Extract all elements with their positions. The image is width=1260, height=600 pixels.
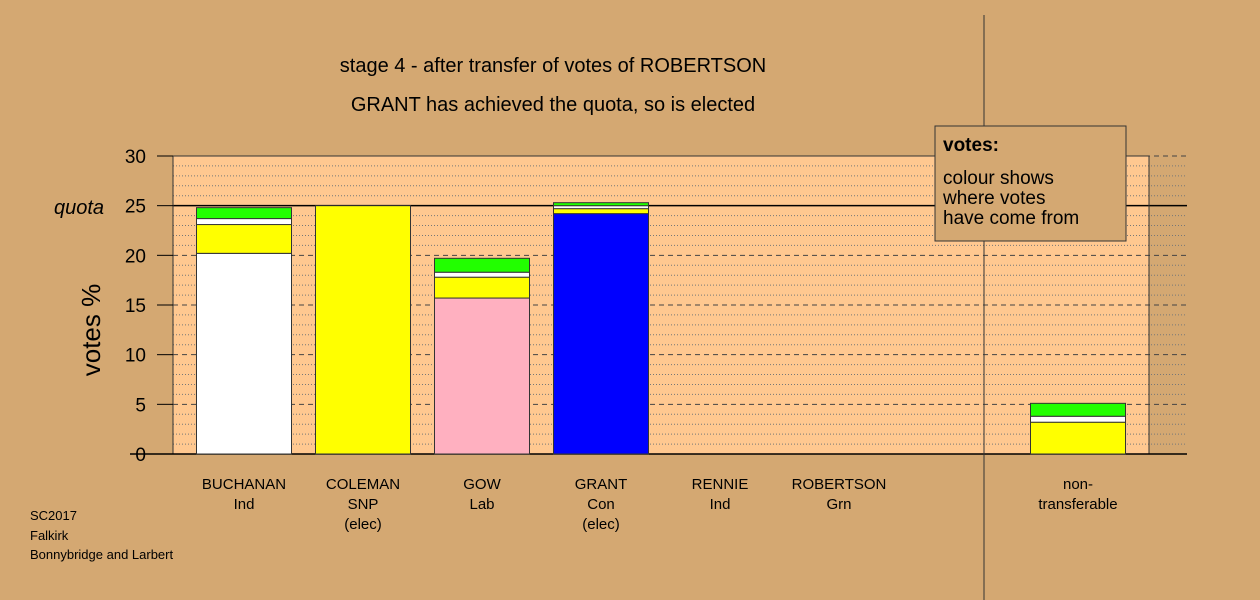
candidate-label-coleman: (elec) [344,516,382,533]
bar-gow-segment [434,297,530,455]
bar-nontransferable-segment [1030,421,1126,455]
bar-grant-segment [553,208,649,215]
candidate-label-coleman: SNP [348,496,379,513]
y-tick-label: 10 [125,346,146,367]
y-tick-label: 20 [125,246,146,267]
chart-title: stage 4 - after transfer of votes of ROB… [340,55,766,77]
candidate-label-coleman: COLEMAN [326,476,400,493]
source-year: SC2017 [30,508,77,523]
y-tick-label: 25 [125,197,146,218]
legend-line-2: where votes [942,188,1045,209]
y-tick-label: 0 [135,445,146,466]
candidate-labels: BUCHANAN Ind COLEMAN SNP (elec) GOW Lab GRANT Co… [202,476,1118,533]
nontransferable-label: non- [1063,476,1093,493]
y-tick-label: 5 [135,395,146,416]
bar-gow-segment [434,257,530,273]
legend-box [934,125,1127,242]
bar-gow-segment [434,271,530,278]
candidate-label-robertson: ROBERTSON [792,476,887,493]
y-tick-label: 30 [125,147,146,168]
candidate-label-robertson: Grn [826,496,851,513]
quota-label: quota [54,197,104,219]
y-axis: 0 5 10 15 20 25 30 [125,147,173,466]
legend-line-1: colour shows [943,168,1054,189]
source-ward: Bonnybridge and Larbert [30,547,173,562]
bars [196,202,1126,455]
candidate-label-buchanan: Ind [234,496,255,513]
bar-buchanan-segment [196,218,292,226]
bar-gow-segment [434,276,530,299]
bar-grant-segment [553,213,649,455]
candidate-label-grant: GRANT [575,476,628,493]
candidate-label-buchanan: BUCHANAN [202,476,286,493]
candidate-label-rennie: RENNIE [692,476,749,493]
nontransferable-label: transferable [1038,496,1117,513]
candidate-label-gow: Lab [469,496,494,513]
source-council: Falkirk [30,528,69,543]
bar-nontransferable-segment [1030,402,1126,417]
candidate-label-gow: GOW [463,476,501,493]
chart-subtitle: GRANT has achieved the quota, so is elec… [351,94,755,116]
y-tick-label: 15 [125,296,146,317]
candidate-label-grant: Con [587,496,615,513]
candidate-label-grant: (elec) [582,516,620,533]
bar-buchanan-segment [196,224,292,254]
candidate-label-rennie: Ind [710,496,731,513]
bar-coleman-segment [315,205,411,455]
bar-buchanan-segment [196,207,292,220]
legend-title: votes: [943,135,999,156]
legend-line-3: have come from [943,208,1079,229]
y-axis-label: votes % [76,284,106,377]
bar-grant-segment [553,202,649,207]
bar-nontransferable-segment [1030,415,1126,423]
legend: votes: colour shows where votes have com… [934,125,1127,242]
bar-buchanan-segment [196,252,292,455]
